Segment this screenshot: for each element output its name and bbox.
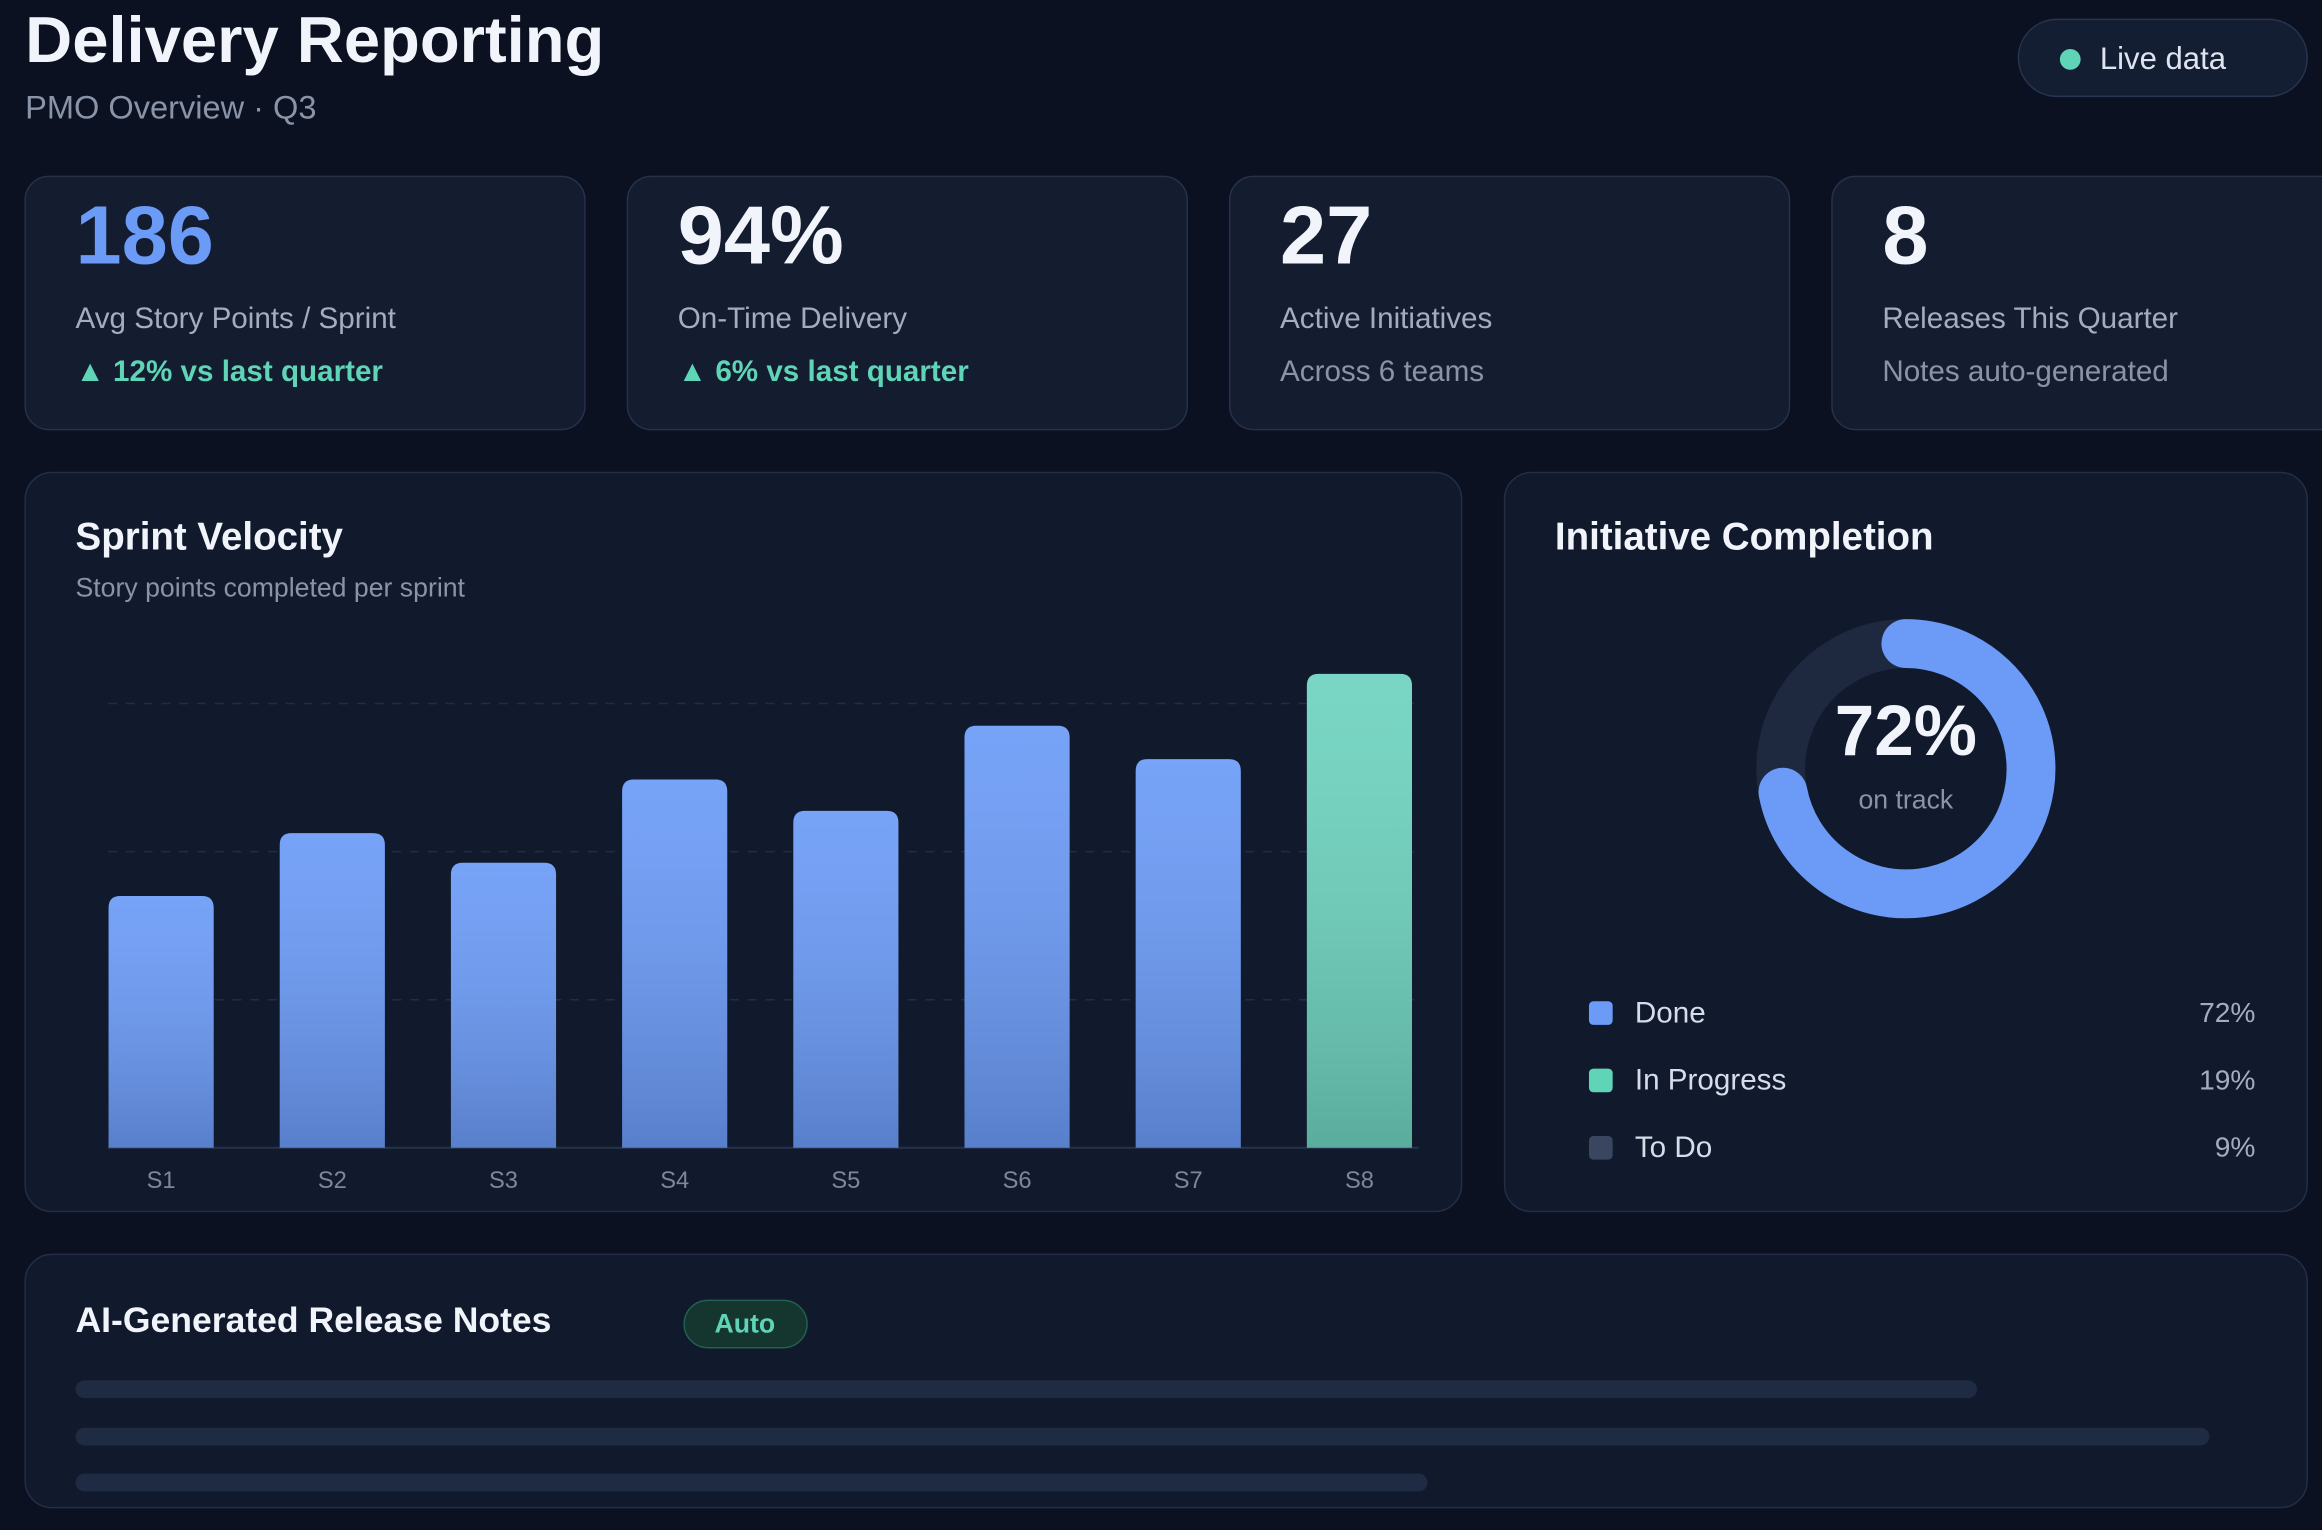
- legend-value: 9%: [2215, 1132, 2256, 1163]
- legend-swatch: [1588, 1135, 1613, 1160]
- legend-label: Done: [1635, 996, 1706, 1029]
- donut-center-value: 72%: [1835, 692, 1977, 771]
- skeleton-line: [75, 1427, 2210, 1446]
- bar-shade: [622, 779, 728, 1148]
- kpi-value: 27: [1280, 188, 1372, 281]
- page-subtitle: PMO Overview · Q3: [25, 89, 316, 125]
- legend-swatch: [1588, 1068, 1613, 1093]
- bar-shade: [1135, 759, 1241, 1148]
- kpi-card: [24, 175, 586, 431]
- bar-shade: [450, 862, 557, 1148]
- kpi-card: [626, 175, 1188, 431]
- x-tick-label: S5: [831, 1168, 860, 1194]
- x-tick-label: S7: [1174, 1168, 1203, 1194]
- skeleton-line: [75, 1473, 1428, 1492]
- kpi-label: Avg Story Points / Sprint: [76, 302, 397, 335]
- kpi-value: 8: [1882, 188, 1928, 281]
- bar-shade: [964, 725, 1070, 1148]
- page-title: Delivery Reporting: [25, 3, 604, 76]
- donut-segment: [1758, 619, 2056, 919]
- x-tick-label: S8: [1345, 1168, 1374, 1194]
- chart-title: Sprint Velocity: [76, 515, 344, 558]
- kpi-note: Across 6 teams: [1280, 355, 1484, 388]
- bar-shade: [108, 896, 214, 1148]
- legend-label: To Do: [1635, 1131, 1712, 1164]
- legend-value: 72%: [2199, 997, 2255, 1028]
- status-pill: [2017, 18, 2308, 98]
- skeleton-line: [75, 1380, 1977, 1399]
- kpi-card: [1831, 175, 2322, 431]
- kpi-card: [1228, 175, 1791, 431]
- bar-shade: [793, 810, 899, 1148]
- chart-title: Initiative Completion: [1555, 515, 1934, 558]
- x-tick-label: S4: [660, 1168, 689, 1194]
- status-dot: [2059, 49, 2081, 70]
- release-notes-title: AI-Generated Release Notes: [76, 1300, 552, 1340]
- legend-value: 19%: [2199, 1064, 2255, 1095]
- kpi-note: Notes auto-generated: [1882, 355, 2168, 388]
- status-text: Live data: [2100, 41, 2227, 76]
- completion-card: [1503, 471, 2308, 1213]
- legend-swatch: [1588, 1001, 1613, 1025]
- x-tick-label: S3: [489, 1168, 518, 1194]
- donut-center-label: on track: [1858, 784, 1953, 814]
- kpi-value: 186: [76, 188, 214, 281]
- x-tick-label: S2: [318, 1168, 347, 1194]
- kpi-note: ▲ 12% vs last quarter: [76, 355, 384, 388]
- bar-shade: [279, 833, 385, 1148]
- x-tick-label: S6: [1003, 1168, 1032, 1194]
- x-tick-label: S1: [147, 1168, 176, 1194]
- auto-badge: [683, 1299, 808, 1349]
- legend-label: In Progress: [1635, 1064, 1786, 1097]
- auto-badge-text: Auto: [715, 1309, 776, 1339]
- kpi-label: On-Time Delivery: [678, 302, 907, 335]
- kpi-label: Releases This Quarter: [1882, 302, 2178, 335]
- kpi-label: Active Initiatives: [1280, 302, 1492, 335]
- bar-shade: [1306, 673, 1413, 1148]
- kpi-note: ▲ 6% vs last quarter: [678, 355, 969, 388]
- kpi-value: 94%: [678, 188, 844, 281]
- chart-subtitle: Story points completed per sprint: [76, 573, 466, 603]
